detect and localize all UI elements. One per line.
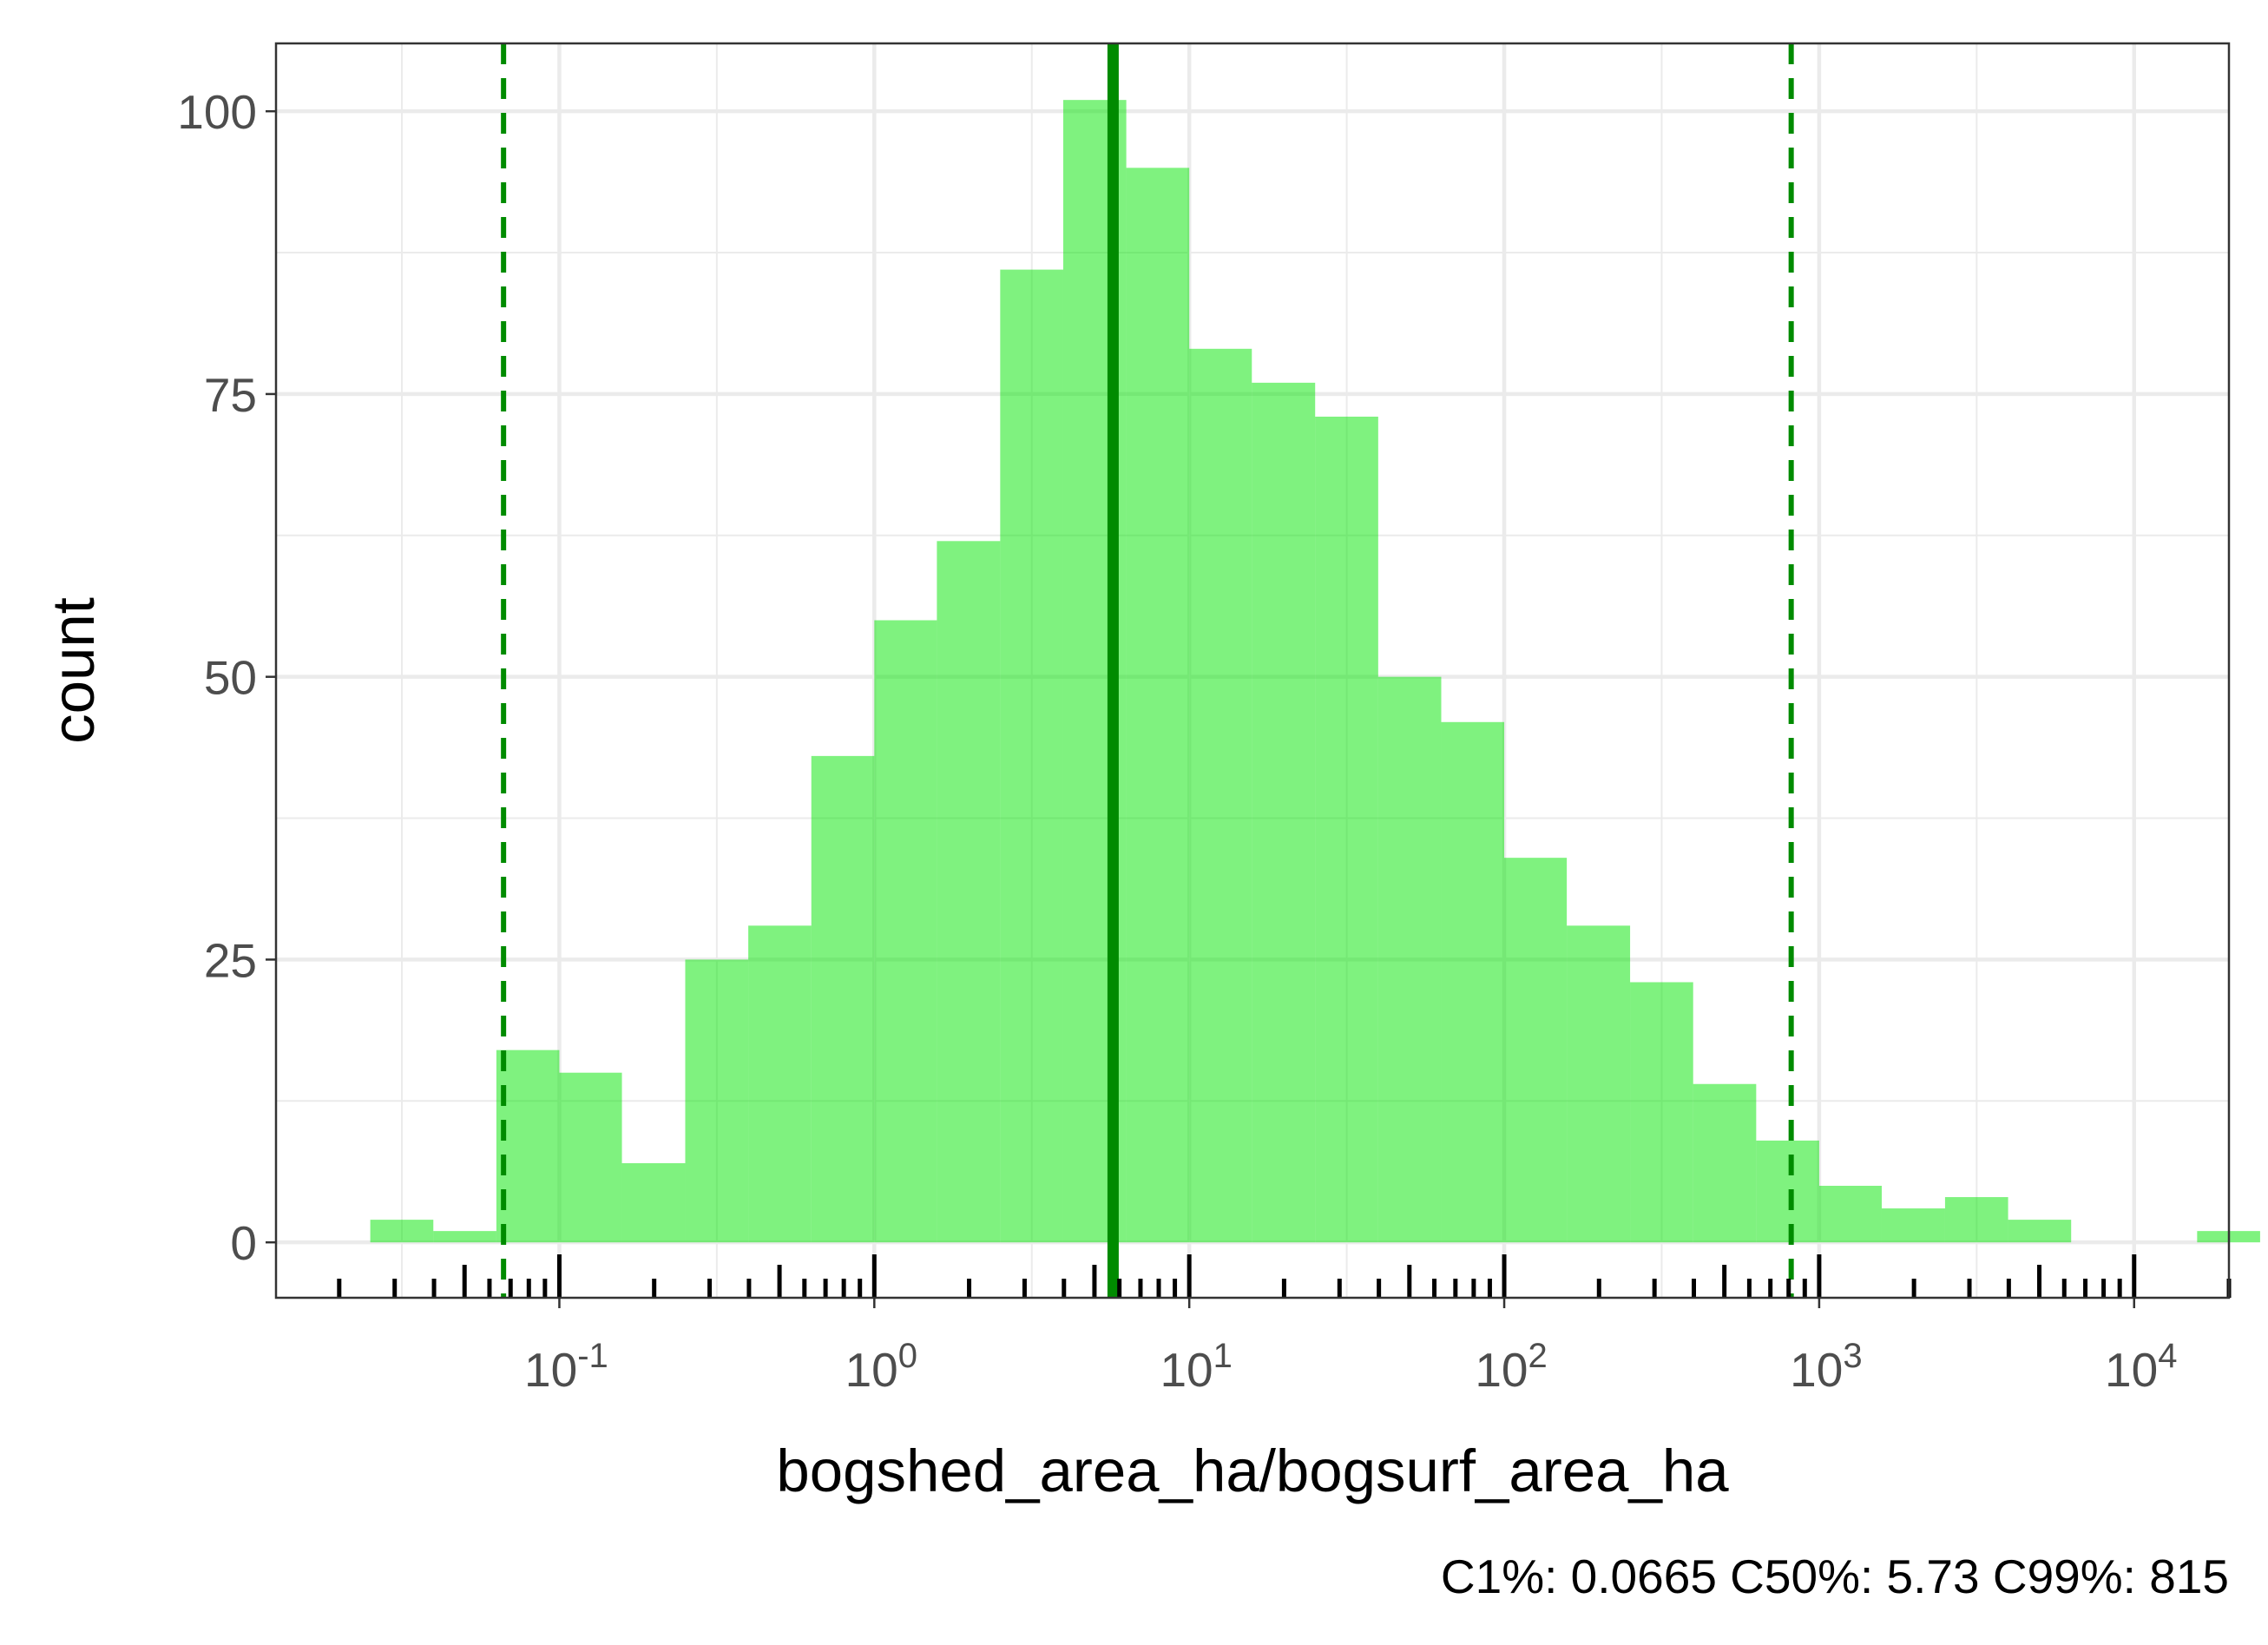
- histogram-bar: [621, 1162, 686, 1243]
- histogram-bar: [874, 620, 937, 1243]
- histogram-bar: [1881, 1208, 1945, 1243]
- histogram-bar: [559, 1072, 622, 1243]
- histogram-bar: [1000, 269, 1063, 1243]
- y-tick-label: 100: [177, 85, 257, 139]
- x-tick-label: 10-1: [524, 1337, 608, 1397]
- y-tick-label: 0: [230, 1216, 257, 1270]
- x-axis-title: bogshed_area_ha/bogsurf_area_ha: [776, 1438, 1729, 1504]
- x-tick-label: 102: [1475, 1337, 1547, 1397]
- histogram-bar: [1441, 721, 1505, 1243]
- x-tick-label: 101: [1160, 1337, 1232, 1397]
- histogram-bar: [937, 541, 1001, 1243]
- histogram-bar: [1567, 925, 1631, 1243]
- x-tick-label: 104: [2105, 1337, 2177, 1397]
- y-tick-label: 75: [204, 368, 257, 422]
- histogram-bar: [2008, 1220, 2072, 1243]
- x-tick-label: 100: [845, 1337, 917, 1397]
- histogram-bar: [1756, 1140, 1819, 1243]
- histogram-bar: [1189, 348, 1252, 1243]
- histogram-bar: [1315, 416, 1378, 1243]
- histogram-bars: [370, 100, 2260, 1243]
- histogram-bar: [1504, 858, 1568, 1243]
- histogram-bar: [685, 959, 749, 1243]
- y-axis-title: count: [40, 597, 107, 744]
- histogram-bar: [1252, 382, 1316, 1243]
- y-tick-label: 50: [204, 651, 257, 705]
- histogram-bar: [1818, 1186, 1882, 1243]
- histogram-bar: [1126, 168, 1190, 1243]
- panel-border: [274, 42, 2231, 1300]
- histogram-bar: [1693, 1083, 1757, 1243]
- log-tick-rug: [337, 1254, 2232, 1298]
- y-axis: 0 25 50 75 100: [177, 85, 276, 1270]
- histogram-bar: [1630, 982, 1693, 1243]
- histogram-bar: [1377, 676, 1442, 1243]
- histogram-bar: [811, 755, 875, 1243]
- y-tick-label: 25: [204, 933, 257, 987]
- quantile-caption: C1%: 0.0665 C50%: 5.73 C99%: 815: [1441, 1550, 2229, 1603]
- histogram-bar: [370, 1220, 434, 1243]
- histogram-bar: [496, 1050, 560, 1243]
- quantile-lines: [501, 43, 1794, 1298]
- histogram-bar: [1944, 1197, 2008, 1243]
- histogram-bar: [433, 1231, 496, 1243]
- histogram-bar: [748, 925, 812, 1243]
- x-axis: 10-1 100 101 102 103 104: [524, 1298, 2177, 1397]
- x-tick-label: 103: [1790, 1337, 1862, 1397]
